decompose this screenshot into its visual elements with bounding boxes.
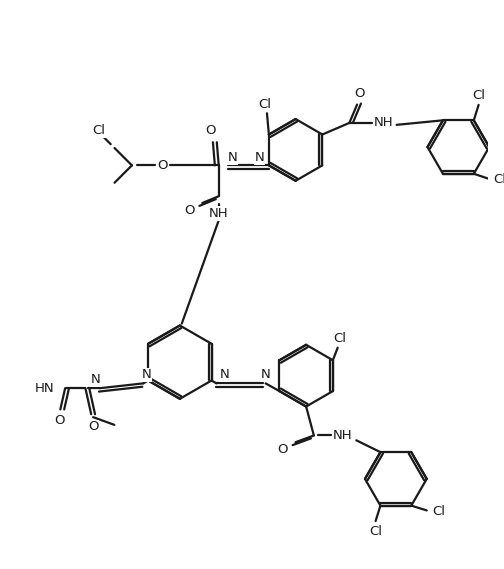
Text: NH: NH <box>209 207 228 220</box>
Text: NH: NH <box>373 117 393 129</box>
Text: N: N <box>219 368 229 381</box>
Text: N: N <box>227 151 237 164</box>
Text: O: O <box>158 159 168 172</box>
Text: O: O <box>206 124 216 137</box>
Text: O: O <box>88 420 98 433</box>
Text: HN: HN <box>35 382 54 395</box>
Text: Cl: Cl <box>333 332 346 345</box>
Text: Cl: Cl <box>493 173 504 186</box>
Text: N: N <box>91 373 101 386</box>
Text: N: N <box>255 151 264 164</box>
Text: N: N <box>261 368 271 381</box>
Text: O: O <box>54 414 65 427</box>
Text: NH: NH <box>333 429 353 442</box>
Text: N: N <box>141 368 151 381</box>
Text: Cl: Cl <box>369 525 382 538</box>
Text: O: O <box>184 204 195 217</box>
Text: Cl: Cl <box>472 89 485 102</box>
Text: Cl: Cl <box>432 505 445 518</box>
Text: Cl: Cl <box>259 98 272 111</box>
Text: Cl: Cl <box>93 124 106 137</box>
Text: O: O <box>354 88 364 101</box>
Text: O: O <box>277 443 287 456</box>
